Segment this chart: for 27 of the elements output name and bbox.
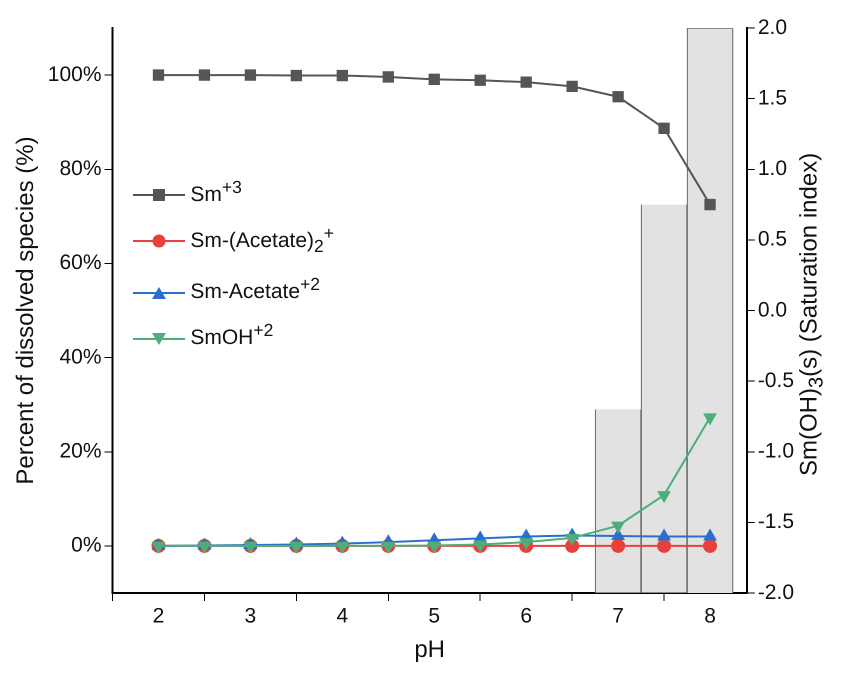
y2-tick-label: -0.5 (758, 368, 794, 392)
y-tick-label: 20% (59, 440, 102, 463)
legend-label: Sm-Acetate$^{+2}$ (190, 274, 320, 304)
x-tick-label: 8 (704, 604, 716, 628)
y2-tick-label: 1.0 (758, 157, 788, 180)
x-tick-label: 6 (520, 604, 532, 628)
x-tick-label: 7 (612, 604, 624, 628)
y2-tick-label: 0.0 (758, 298, 788, 322)
y2-tick-label: 1.5 (758, 86, 788, 110)
y2-tick-label: 0.5 (758, 228, 788, 251)
x-tick-label: 4 (336, 604, 348, 628)
y2-tick-label: -1.0 (758, 440, 794, 463)
x-tick-label: 5 (428, 604, 440, 628)
x-tick-label: 3 (244, 604, 256, 628)
y-tick-label: 100% (48, 62, 102, 86)
y2-tick-label: -2.0 (758, 580, 794, 604)
x-tick-label: 2 (152, 604, 164, 628)
y-tick-label: 0% (71, 534, 102, 557)
y-tick-label: 80% (59, 157, 102, 180)
x-axis-title: pH (414, 636, 446, 664)
y-tick-label: 40% (59, 345, 102, 368)
legend-label: Sm$^{+3}$ (190, 177, 242, 206)
y2-tick-label: 2.0 (758, 16, 788, 39)
y-axis-title: Percent of dissolved species (%) (12, 136, 40, 485)
y-tick-label: 60% (59, 251, 102, 274)
y2-tick-label: -1.5 (758, 510, 794, 534)
legend-label: SmOH$^{+2}$ (190, 320, 274, 350)
